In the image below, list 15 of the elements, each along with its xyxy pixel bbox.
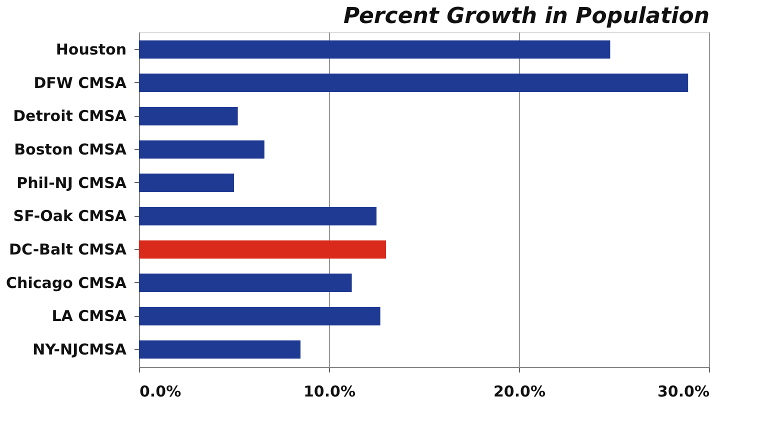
y-tick-label: Houston xyxy=(56,40,126,58)
y-tick-label: LA CMSA xyxy=(52,307,127,326)
chart-title: Percent Growth in Population xyxy=(343,4,710,29)
y-tick-label: Boston CMSA xyxy=(14,140,127,158)
x-tick-label: 10.0% xyxy=(303,382,356,400)
x-tick-label: 30.0% xyxy=(657,382,710,400)
y-tick-label: Phil-NJ CMSA xyxy=(16,174,127,192)
y-tick-label: Detroit CMSA xyxy=(13,107,127,126)
y-tick-label: DFW CMSA xyxy=(34,74,127,92)
x-tick-label: 20.0% xyxy=(493,382,546,400)
y-tick-label: SF-Oak CMSA xyxy=(13,207,127,226)
y-tick-label: NY-NJCMSA xyxy=(32,340,127,358)
x-tick-label: 0.0% xyxy=(140,382,182,400)
y-tick-label: DC-Balt CMSA xyxy=(9,240,127,258)
y-tick-label: Chicago CMSA xyxy=(6,274,127,292)
